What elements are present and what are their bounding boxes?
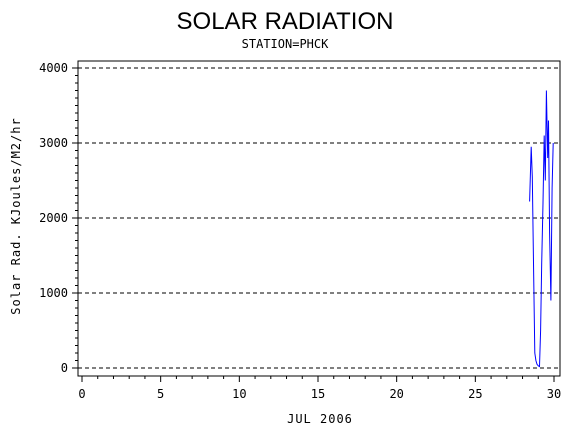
series-layer bbox=[529, 90, 554, 368]
y-axis-label: Solar Rad. KJoules/M2/hr bbox=[9, 117, 23, 314]
y-tick-label: 3000 bbox=[39, 136, 68, 150]
x-tick-label: 30 bbox=[547, 387, 561, 401]
y-tick-label: 2000 bbox=[39, 211, 68, 225]
x-axis-label: JUL 2006 bbox=[287, 412, 353, 426]
x-tick-label: 10 bbox=[232, 387, 246, 401]
series-line bbox=[529, 90, 554, 368]
y-tick-label: 0 bbox=[61, 361, 68, 375]
gridlines bbox=[78, 67, 560, 369]
chart-title: SOLAR RADIATION bbox=[177, 8, 394, 35]
x-tick-label: 0 bbox=[78, 387, 85, 401]
x-tick-label: 25 bbox=[468, 387, 482, 401]
x-tick-label: 20 bbox=[389, 387, 403, 401]
x-tick-label: 5 bbox=[157, 387, 164, 401]
y-axis: 0 1000 2000 3000 4000 bbox=[39, 61, 78, 375]
y-tick-label: 1000 bbox=[39, 286, 68, 300]
chart-subtitle: STATION=PHCK bbox=[242, 37, 329, 51]
x-axis: 0 5 10 15 20 25 30 bbox=[78, 376, 561, 401]
y-tick-label: 4000 bbox=[39, 61, 68, 75]
x-tick-label: 15 bbox=[311, 387, 325, 401]
